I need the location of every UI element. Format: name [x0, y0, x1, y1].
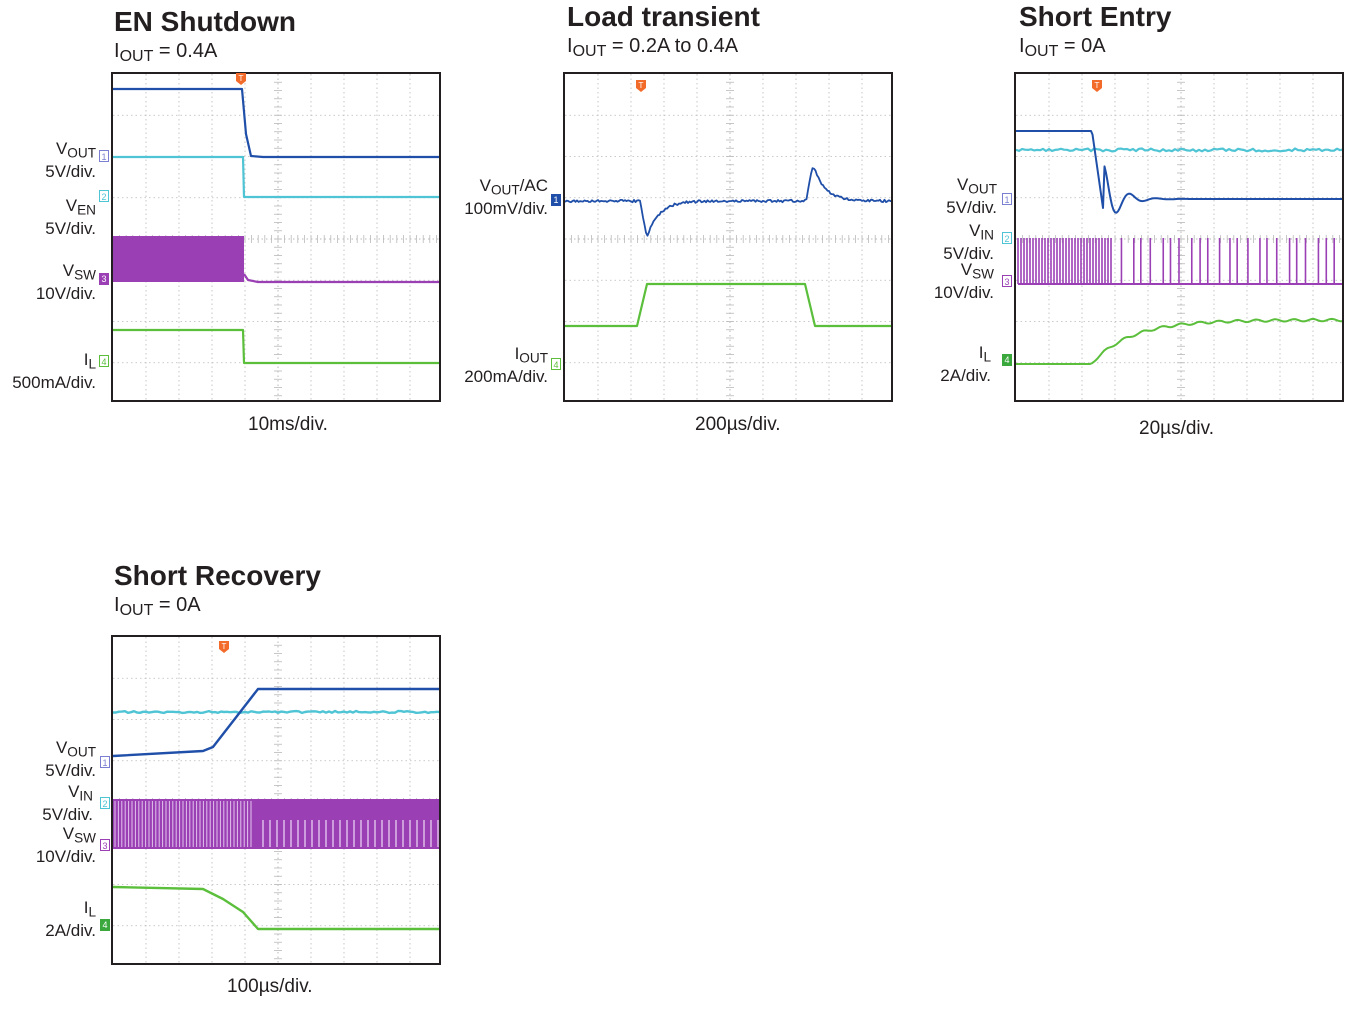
channel-3-marker: 3	[100, 839, 110, 851]
trigger-marker-icon: T	[1092, 80, 1102, 92]
timebase-label: 20µs/div.	[1139, 418, 1214, 440]
channel-1-marker: 1	[99, 150, 109, 162]
svg-text:T: T	[639, 81, 644, 90]
scope-screen-load-transient	[563, 72, 893, 402]
vin-trace	[1016, 149, 1344, 152]
trigger-marker-icon: T	[219, 641, 229, 653]
label-vout: VOUT 5V/div.	[45, 738, 96, 780]
chart-subtitle: IOUT = 0A	[114, 594, 201, 620]
svg-text:T: T	[1095, 81, 1100, 90]
label-vsw: VSW 10V/div.	[36, 261, 96, 303]
channel-1-marker: 1	[1002, 193, 1012, 205]
vin-trace	[113, 711, 441, 713]
timebase-label: 200µs/div.	[695, 414, 781, 436]
il-trace	[1016, 319, 1344, 364]
label-iout: IOUT 200mA/div.	[464, 344, 548, 386]
channel-2-marker: 2	[99, 190, 109, 202]
vout-trace	[113, 89, 441, 157]
timebase-label: 100µs/div.	[227, 976, 313, 998]
label-vsw: VSW 10V/div.	[934, 260, 994, 302]
label-vin: VIN 5V/div.	[42, 782, 93, 824]
vout-ac-trace	[565, 168, 893, 236]
timebase-label: 10ms/div.	[248, 414, 328, 436]
chart-title: Load transient	[567, 1, 760, 33]
chart-subtitle: IOUT = 0A	[1019, 35, 1106, 61]
label-il: IL 2A/div.	[940, 343, 991, 385]
channel-2-marker: 2	[100, 797, 110, 809]
label-vsw: VSW 10V/div.	[36, 824, 96, 866]
chart-subtitle: IOUT = 0.2A to 0.4A	[567, 35, 738, 61]
label-vout: VOUT 5V/div.	[45, 139, 96, 181]
vsw-trace	[244, 274, 441, 282]
label-ven: VEN 5V/div.	[45, 196, 96, 238]
channel-3-marker: 3	[99, 273, 109, 285]
chart-subtitle: IOUT = 0.4A	[114, 40, 217, 66]
channel-4-marker: 4	[100, 919, 110, 931]
scope-screen-short-recovery	[111, 635, 441, 965]
trigger-marker-icon: T	[636, 80, 646, 92]
channel-4-marker: 4	[99, 355, 109, 367]
ven-trace	[113, 157, 441, 197]
chart-title: Short Recovery	[114, 560, 321, 592]
label-vin: VIN 5V/div.	[943, 221, 994, 263]
label-il: IL 500mA/div.	[12, 350, 96, 392]
scope-screen-short-entry	[1014, 72, 1344, 402]
svg-text:T: T	[239, 74, 244, 83]
channel-4-marker: 4	[1002, 354, 1012, 366]
graticule	[565, 74, 893, 402]
channel-4-marker: 4	[551, 358, 561, 370]
vsw-switching-band	[113, 236, 244, 282]
label-il: IL 2A/div.	[45, 898, 96, 940]
il-trace	[113, 887, 441, 929]
scope-screen-en-shutdown	[111, 72, 441, 402]
vout-trace	[1016, 131, 1344, 213]
label-vout-ac: VOUT/AC 100mV/div.	[464, 176, 548, 218]
trigger-marker-icon: T	[236, 73, 246, 85]
svg-text:T: T	[222, 642, 227, 651]
label-vout: VOUT 5V/div.	[946, 175, 997, 217]
graticule	[1016, 74, 1344, 402]
channel-3-marker: 3	[1002, 275, 1012, 287]
channel-1-marker: 1	[551, 194, 561, 206]
channel-1-marker: 1	[100, 756, 110, 768]
chart-title: EN Shutdown	[114, 6, 296, 38]
vout-trace	[113, 689, 441, 756]
chart-title: Short Entry	[1019, 1, 1171, 33]
channel-2-marker: 2	[1002, 232, 1012, 244]
